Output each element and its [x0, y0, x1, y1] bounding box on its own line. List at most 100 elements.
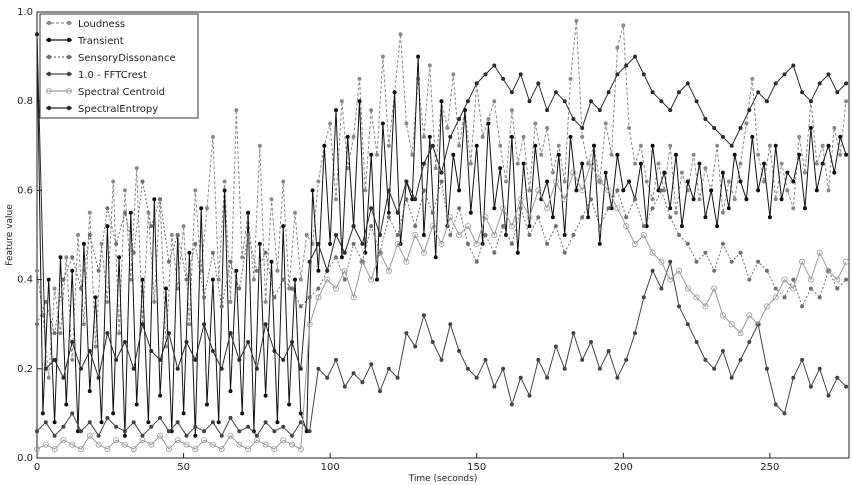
data-point: [562, 250, 567, 255]
data-point: [122, 433, 127, 438]
data-point: [715, 143, 720, 148]
data-point: [703, 215, 708, 220]
data-point: [275, 420, 280, 425]
data-point: [315, 294, 322, 301]
data-point: [580, 126, 585, 131]
data-point: [183, 441, 190, 448]
data-point: [369, 362, 374, 367]
data-point: [169, 232, 174, 237]
data-point: [465, 241, 470, 246]
data-point: [105, 299, 110, 304]
data-point: [747, 277, 752, 282]
data-point: [193, 188, 198, 193]
data-point: [257, 241, 262, 246]
data-point: [52, 331, 57, 336]
data-point: [826, 72, 831, 77]
data-point: [550, 170, 555, 175]
series-2: [35, 179, 849, 336]
data-point: [351, 241, 356, 246]
data-point: [691, 152, 696, 157]
data-point: [289, 433, 294, 438]
legend-marker: [66, 71, 72, 77]
data-point: [762, 161, 767, 166]
data-point: [216, 420, 221, 425]
data-point: [429, 223, 436, 230]
series-layer: [34, 18, 850, 453]
data-point: [386, 210, 391, 215]
data-point: [756, 188, 761, 193]
data-point: [781, 276, 788, 283]
data-point: [386, 366, 391, 371]
data-point: [762, 179, 767, 184]
series-5: [35, 32, 849, 380]
x-axis-title: Time (seconds): [408, 474, 478, 484]
data-point: [117, 255, 122, 260]
data-point: [638, 143, 643, 148]
data-point: [747, 108, 752, 113]
data-point: [694, 339, 699, 344]
data-point: [410, 152, 415, 157]
data-point: [430, 143, 435, 148]
data-point: [791, 63, 796, 68]
data-point: [843, 258, 850, 265]
data-point: [131, 250, 136, 255]
data-point: [807, 276, 814, 283]
data-point: [808, 286, 813, 291]
data-point: [43, 366, 48, 371]
x-tick-label: 50: [177, 462, 190, 473]
data-point: [237, 429, 242, 434]
x-tick-label: 200: [614, 462, 633, 473]
data-point: [158, 415, 163, 420]
data-point: [234, 268, 239, 273]
data-point: [750, 76, 755, 81]
data-point: [615, 45, 620, 50]
data-point: [825, 267, 832, 274]
data-point: [515, 161, 520, 166]
data-point: [817, 81, 822, 86]
data-point: [785, 170, 790, 175]
data-point: [515, 250, 520, 255]
data-point: [674, 152, 679, 157]
data-point: [826, 393, 831, 398]
data-point: [744, 121, 749, 126]
data-point: [835, 90, 840, 95]
data-point: [545, 126, 550, 131]
data-point: [374, 277, 379, 282]
data-point: [149, 424, 154, 429]
data-point: [122, 339, 127, 344]
data-point: [281, 424, 286, 429]
data-point: [131, 420, 136, 425]
data-point: [480, 134, 485, 139]
data-point: [668, 108, 673, 113]
data-point: [498, 166, 503, 171]
data-point: [552, 178, 559, 185]
data-point: [659, 286, 664, 291]
data-point: [134, 166, 139, 171]
data-point: [427, 63, 432, 68]
data-point: [404, 179, 409, 184]
data-point: [240, 255, 245, 260]
data-point: [650, 197, 655, 202]
data-point: [826, 188, 831, 193]
data-point: [702, 303, 709, 310]
data-point: [662, 170, 667, 175]
data-point: [324, 276, 331, 283]
x-tick-label: 0: [34, 462, 40, 473]
data-point: [773, 81, 778, 86]
data-point: [596, 178, 603, 185]
data-point: [175, 420, 180, 425]
data-point: [105, 415, 110, 420]
data-point: [403, 258, 410, 265]
data-point: [782, 72, 787, 77]
data-point: [773, 402, 778, 407]
data-point: [87, 348, 92, 353]
data-point: [501, 366, 506, 371]
data-point: [744, 197, 749, 202]
legend-marker: [66, 54, 72, 60]
data-point: [43, 299, 48, 304]
data-point: [237, 286, 242, 291]
data-point: [104, 446, 111, 453]
data-point: [720, 170, 725, 175]
data-point: [580, 161, 585, 166]
data-point: [486, 117, 491, 122]
